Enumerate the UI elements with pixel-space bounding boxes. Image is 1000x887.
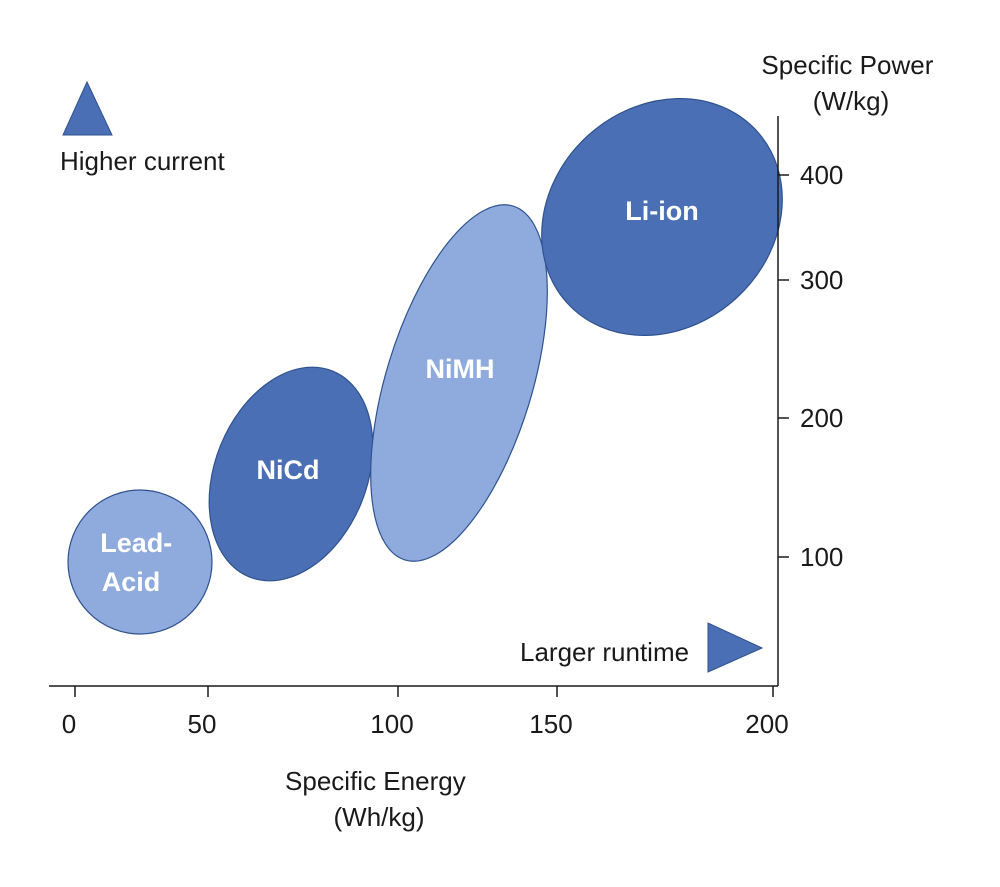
- region-labels: Lead- Acid NiCd NiMH Li-ion: [100, 196, 699, 597]
- nimh-region: [370, 204, 548, 562]
- right-triangle-icon: [707, 622, 764, 673]
- li-ion-label: Li-ion: [625, 196, 698, 226]
- higher-current-label: Higher current: [60, 146, 226, 176]
- y-tick-label: 300: [800, 265, 843, 295]
- x-axis-title: Specific Energy (Wh/kg): [285, 766, 473, 832]
- y-axis-ticks: 100 200 300 400: [778, 160, 843, 572]
- x-axis-ticks: 0 50 100 150 200: [62, 686, 789, 739]
- x-axis: 0 50 100 150 200 Specific Energy (Wh/kg): [49, 685, 789, 832]
- lead-acid-region: [67, 489, 213, 635]
- larger-runtime-label: Larger runtime: [520, 637, 689, 667]
- up-triangle-icon: [62, 80, 113, 136]
- battery-regions: [67, 98, 783, 635]
- nicd-label: NiCd: [257, 455, 320, 485]
- x-tick-label: 150: [529, 709, 572, 739]
- li-ion-region: [541, 98, 783, 336]
- x-tick-label: 50: [188, 709, 217, 739]
- x-tick-label: 200: [745, 709, 788, 739]
- y-axis: 100 200 300 400 Specific Power (W/kg): [761, 50, 940, 686]
- nicd-region: [208, 366, 374, 582]
- x-tick-label: 0: [62, 709, 76, 739]
- higher-current-annotation: Higher current: [60, 80, 226, 176]
- x-tick-label: 100: [370, 709, 413, 739]
- y-axis-title: Specific Power (W/kg): [761, 50, 940, 116]
- y-tick-label: 200: [800, 403, 843, 433]
- nimh-label: NiMH: [426, 354, 495, 384]
- y-tick-label: 400: [800, 160, 843, 190]
- larger-runtime-annotation: Larger runtime: [520, 622, 764, 673]
- lead-acid-label: Lead- Acid: [100, 528, 180, 597]
- y-tick-label: 100: [800, 542, 843, 572]
